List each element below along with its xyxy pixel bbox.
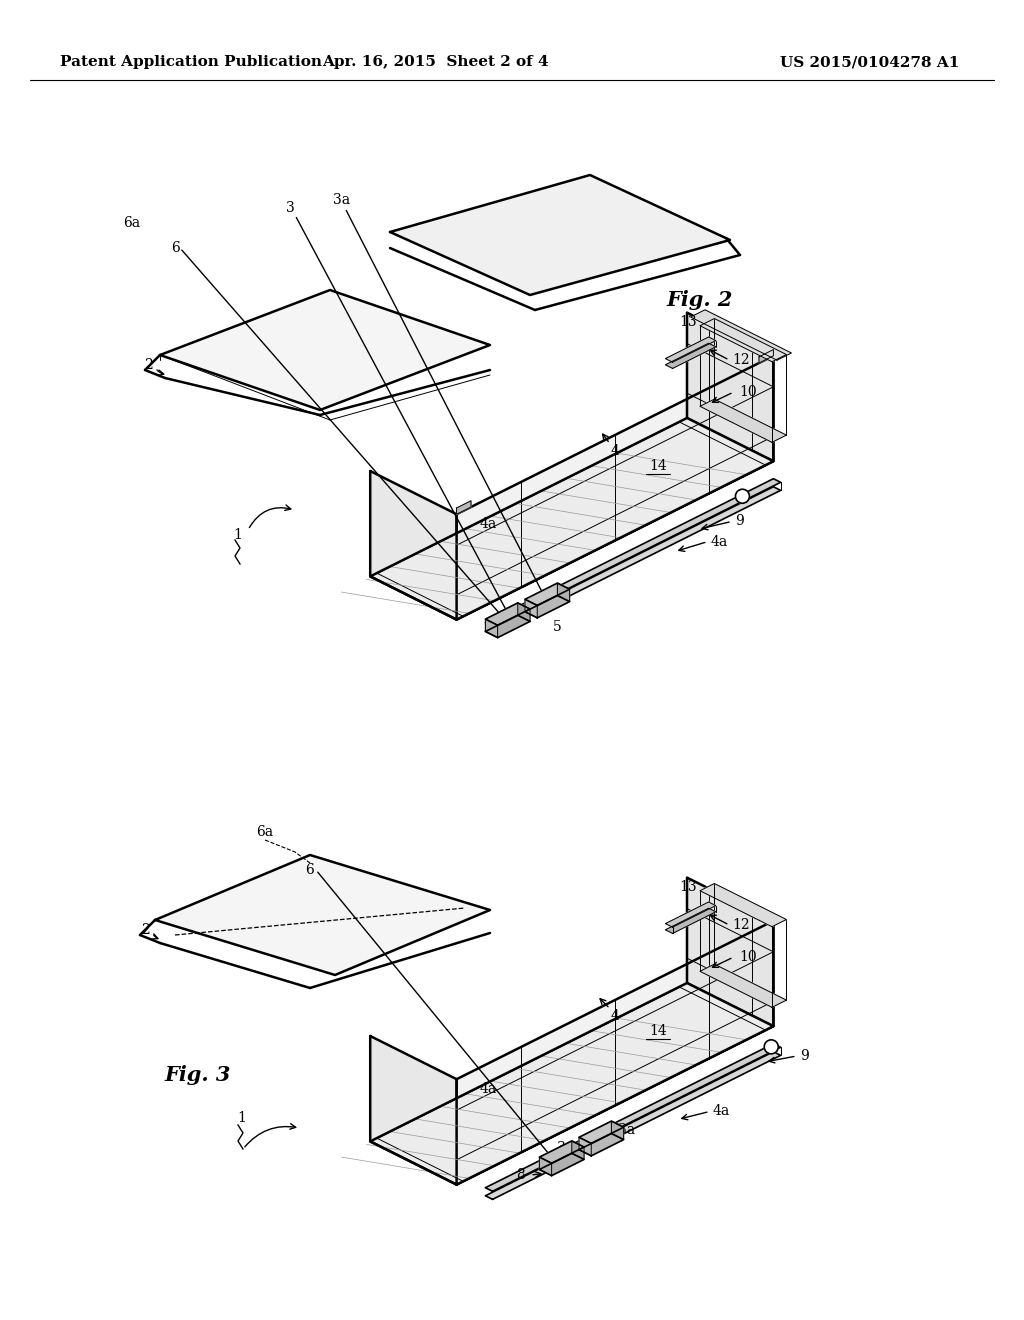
Polygon shape (525, 599, 538, 618)
Text: Patent Application Publication: Patent Application Publication (60, 55, 322, 69)
Circle shape (764, 1040, 778, 1053)
Text: 3: 3 (286, 201, 294, 215)
Polygon shape (457, 500, 471, 515)
Text: 5: 5 (553, 620, 561, 634)
Polygon shape (690, 310, 792, 360)
Polygon shape (759, 350, 773, 363)
Polygon shape (540, 1158, 552, 1176)
Polygon shape (525, 583, 569, 606)
Text: 4a: 4a (479, 516, 497, 531)
Polygon shape (579, 1134, 624, 1156)
Text: 13: 13 (679, 315, 697, 330)
Text: 14: 14 (649, 1024, 667, 1038)
Polygon shape (666, 902, 716, 927)
Text: 4a: 4a (713, 1105, 730, 1118)
Text: 6a: 6a (124, 216, 140, 230)
Text: 9: 9 (801, 1049, 809, 1063)
Polygon shape (457, 921, 773, 1184)
Text: 4a: 4a (711, 535, 728, 549)
Text: 6: 6 (171, 242, 179, 255)
Polygon shape (378, 422, 766, 616)
Polygon shape (666, 908, 716, 933)
Text: 13: 13 (679, 880, 697, 895)
Polygon shape (611, 1121, 624, 1139)
Polygon shape (666, 337, 716, 362)
Polygon shape (390, 176, 730, 294)
Text: 10: 10 (739, 385, 758, 399)
Text: 10: 10 (739, 950, 758, 964)
Polygon shape (160, 290, 490, 411)
Polygon shape (485, 619, 498, 638)
Polygon shape (457, 356, 773, 619)
Polygon shape (700, 883, 786, 927)
Text: 12: 12 (732, 354, 751, 367)
Polygon shape (378, 987, 766, 1181)
Polygon shape (485, 479, 780, 626)
Polygon shape (371, 471, 457, 619)
Polygon shape (371, 1036, 457, 1184)
Polygon shape (687, 878, 773, 1026)
Text: Fig. 3: Fig. 3 (165, 1065, 231, 1085)
Text: Fig. 2: Fig. 2 (667, 290, 733, 310)
Circle shape (735, 490, 750, 503)
Polygon shape (518, 603, 530, 622)
Text: 3: 3 (557, 1140, 566, 1155)
Polygon shape (371, 983, 773, 1184)
Polygon shape (485, 1052, 780, 1200)
Text: 4: 4 (610, 1008, 620, 1023)
Polygon shape (155, 855, 490, 975)
Text: 2: 2 (140, 923, 150, 937)
Polygon shape (700, 964, 786, 1007)
Polygon shape (700, 399, 786, 442)
Polygon shape (525, 595, 569, 618)
Text: 3a: 3a (334, 193, 350, 207)
Text: 3a: 3a (617, 1123, 635, 1137)
Polygon shape (687, 313, 773, 461)
Text: 1: 1 (238, 1111, 247, 1125)
Polygon shape (540, 1140, 584, 1163)
Text: 6: 6 (305, 863, 314, 876)
Polygon shape (485, 615, 530, 638)
Text: Apr. 16, 2015  Sheet 2 of 4: Apr. 16, 2015 Sheet 2 of 4 (322, 55, 548, 69)
Text: US 2015/0104278 A1: US 2015/0104278 A1 (780, 55, 959, 69)
Text: 1: 1 (233, 528, 243, 543)
Polygon shape (571, 1140, 584, 1159)
Text: 6a: 6a (256, 825, 273, 840)
Text: 9: 9 (735, 515, 744, 528)
Text: 4: 4 (610, 444, 620, 458)
Text: 5: 5 (528, 603, 538, 618)
Polygon shape (540, 1154, 584, 1176)
Polygon shape (666, 343, 716, 368)
Text: 14: 14 (649, 459, 667, 473)
Polygon shape (579, 1138, 591, 1156)
Polygon shape (371, 418, 773, 619)
Text: 8: 8 (516, 1168, 524, 1183)
Polygon shape (485, 1044, 780, 1191)
Polygon shape (579, 1121, 624, 1143)
Polygon shape (700, 318, 786, 362)
Polygon shape (557, 583, 569, 602)
Text: 12: 12 (732, 919, 751, 932)
Text: 4a: 4a (479, 1081, 497, 1096)
Polygon shape (485, 487, 780, 635)
Text: 2: 2 (143, 358, 153, 372)
Polygon shape (485, 603, 530, 626)
